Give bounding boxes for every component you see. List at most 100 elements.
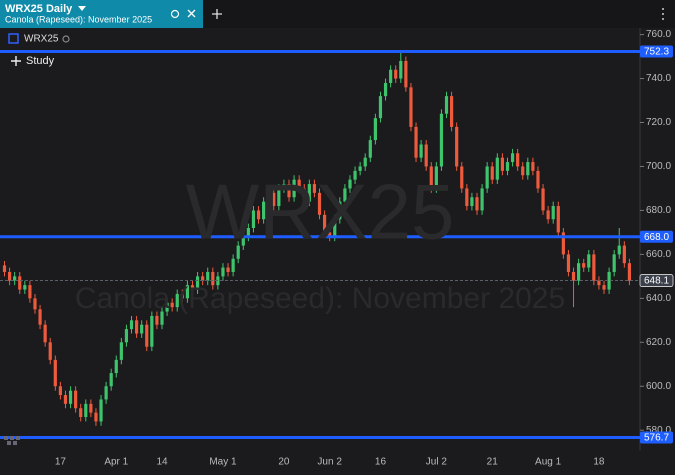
legend-swatch[interactable]	[8, 33, 19, 44]
candle-body	[328, 232, 332, 237]
legend-symbol: WRX25	[24, 34, 59, 45]
candle-body	[23, 285, 27, 290]
candle-body	[282, 184, 286, 189]
price-level-label: 576.7	[644, 433, 669, 444]
candle-body	[170, 302, 174, 308]
candle-body	[399, 60, 403, 79]
candle-body	[150, 315, 154, 347]
candle-body	[241, 236, 245, 246]
watermark-name: Canola (Rapeseed): November 2025	[75, 282, 565, 315]
candle-body	[444, 96, 449, 114]
candle-body	[612, 254, 616, 272]
price-level-label: 648.1	[644, 276, 669, 287]
candle-body	[419, 144, 423, 158]
candle-body	[256, 210, 261, 220]
candle-body	[394, 69, 398, 79]
candle-body	[485, 166, 489, 189]
candle-body	[140, 324, 144, 334]
candle-body	[109, 373, 113, 387]
dropdown-icon[interactable]	[78, 6, 86, 11]
candle-body	[292, 179, 296, 198]
candle-body	[28, 285, 32, 299]
y-tick-label: 720.0	[646, 117, 671, 128]
candle-body	[353, 170, 357, 180]
candle-body	[378, 96, 383, 119]
candle-body	[521, 166, 525, 176]
candle-body	[480, 188, 484, 211]
candle-body	[317, 192, 322, 215]
candle-body	[33, 298, 37, 310]
candle-body	[460, 166, 464, 189]
candle-body	[129, 320, 134, 330]
candle-body	[582, 263, 586, 268]
x-tick-label: May 1	[209, 457, 237, 468]
x-tick-label: Aug 1	[535, 457, 562, 468]
candle-body	[267, 192, 271, 202]
x-tick-label: 18	[593, 457, 605, 468]
candle-body	[2, 265, 7, 272]
candle-body	[475, 197, 479, 211]
candle-body	[561, 232, 565, 255]
candle-body	[587, 254, 591, 268]
candle-body	[622, 245, 626, 264]
candle-body	[53, 359, 57, 387]
y-tick-label: 620.0	[646, 337, 671, 348]
x-tick-label: Jun 2	[317, 457, 342, 468]
candle-body	[145, 324, 149, 347]
x-tick-label: 21	[487, 457, 499, 468]
candle-body	[63, 395, 68, 404]
candle-body	[246, 228, 250, 237]
candle-body	[277, 188, 281, 207]
candle-body	[571, 271, 576, 281]
candle-body	[602, 285, 606, 290]
candle-body	[566, 254, 571, 272]
candle-body	[343, 188, 347, 202]
candle-body	[307, 184, 311, 202]
active-tab[interactable]	[0, 0, 203, 28]
menu-icon[interactable]	[662, 8, 664, 20]
candle-body	[195, 276, 200, 290]
candle-body	[505, 162, 510, 171]
y-tick-label: 660.0	[646, 249, 671, 260]
candle-body	[312, 184, 317, 193]
x-tick-label: 20	[278, 457, 290, 468]
candle-body	[201, 276, 205, 281]
y-tick-label: 600.0	[646, 381, 671, 392]
candle-body	[389, 69, 393, 83]
new-tab-icon[interactable]	[212, 9, 222, 19]
candle-body	[495, 157, 499, 180]
candle-body	[114, 359, 118, 374]
plot-area: 580.0 600.0 620.0 640.0 660.0 680.0 700.0 720.0…	[0, 28, 674, 468]
x-tick-label: 16	[375, 457, 387, 468]
candle-body	[236, 245, 240, 259]
x-tick-label: Jul 2	[426, 457, 448, 468]
candle-body	[429, 166, 433, 189]
candle-body	[165, 302, 169, 312]
close-tab-icon[interactable]	[187, 9, 196, 18]
candle-body	[551, 206, 555, 220]
legend: WRX25 Study	[2, 33, 70, 68]
candle-body	[231, 258, 235, 272]
tab-subtitle: Canola (Rapeseed): November 2025	[5, 14, 152, 24]
candle-body	[455, 126, 459, 167]
watermark-symbol: WRX25	[186, 168, 455, 256]
candle-body	[424, 144, 428, 167]
candle-body	[536, 170, 540, 189]
candle-body	[297, 179, 301, 189]
logo	[4, 436, 20, 445]
study-plus-icon	[11, 56, 21, 66]
candle-body	[383, 82, 388, 97]
candle-body	[74, 390, 78, 409]
candle-body	[119, 342, 123, 360]
candle-body	[373, 118, 377, 141]
candle-body	[516, 153, 520, 167]
settings-icon[interactable]	[62, 35, 70, 43]
candle-body	[439, 113, 444, 167]
y-tick-label: 640.0	[646, 293, 671, 304]
candle-body	[190, 285, 195, 290]
candle-body	[409, 87, 413, 127]
tab-status-icon	[170, 9, 180, 19]
candle-body	[272, 192, 276, 207]
candle-body	[465, 188, 469, 207]
